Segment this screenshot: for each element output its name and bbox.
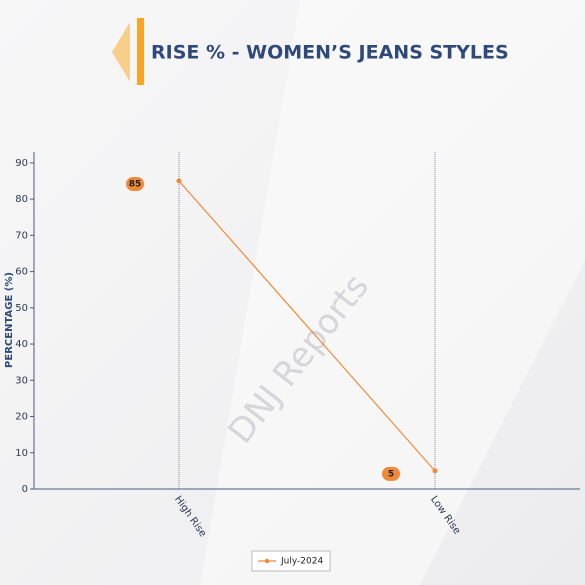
y-tick-label: 20 bbox=[15, 412, 28, 423]
bg-shape bbox=[200, 0, 585, 585]
point bbox=[176, 178, 182, 184]
y-tick-label: 0 bbox=[22, 484, 28, 495]
data-label-bg bbox=[382, 466, 400, 481]
y-tick-label: 80 bbox=[15, 194, 28, 205]
line bbox=[178, 180, 436, 472]
title-icon-bar bbox=[137, 18, 144, 85]
y-tick-label: 90 bbox=[15, 158, 28, 169]
y-tick-label: 70 bbox=[15, 230, 28, 241]
data-label-bg bbox=[126, 176, 144, 191]
y-tick-label: 40 bbox=[15, 339, 28, 350]
legend-box bbox=[251, 550, 331, 572]
legend-marker bbox=[264, 558, 270, 564]
legend-label: July-2024 bbox=[280, 557, 323, 567]
data-label: 85 bbox=[129, 179, 142, 189]
y-tick-label: 10 bbox=[15, 448, 28, 459]
data-label: 5 bbox=[388, 469, 394, 479]
chart-title: RISE % - WOMEN’S JEANS STYLES bbox=[151, 42, 509, 64]
y-tick-label: 60 bbox=[15, 267, 28, 278]
y-tick-label: 50 bbox=[15, 303, 28, 314]
y-axis-label: PERCENTAGE (%) bbox=[4, 272, 15, 368]
y-tick-label: 30 bbox=[15, 375, 28, 386]
point bbox=[432, 468, 438, 474]
title-icon bbox=[112, 22, 130, 82]
